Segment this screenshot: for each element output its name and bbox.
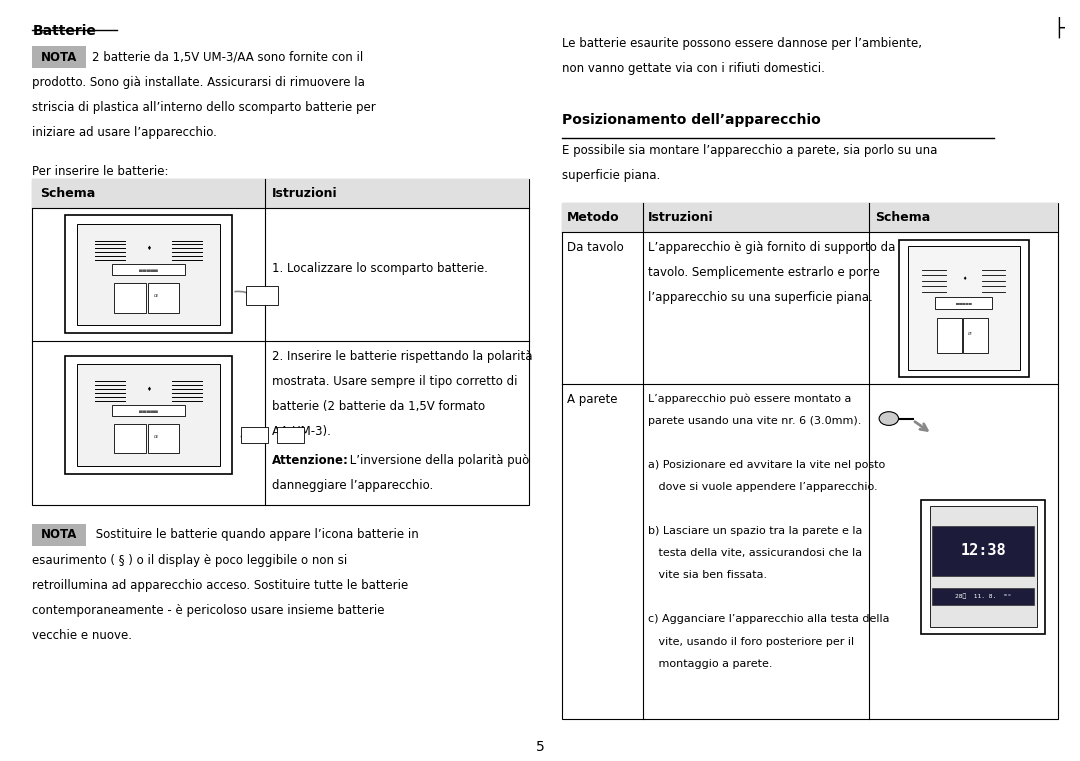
Text: dove si vuole appendere l’apparecchio.: dove si vuole appendere l’apparecchio.: [648, 482, 878, 492]
Text: 5: 5: [536, 740, 544, 754]
Text: c) Agganciare l’apparecchio alla testa della: c) Agganciare l’apparecchio alla testa d…: [648, 614, 890, 625]
Text: Per inserire le batterie:: Per inserire le batterie:: [32, 165, 168, 178]
Text: retroillumina ad apparecchio acceso. Sostituire tutte le batterie: retroillumina ad apparecchio acceso. Sos…: [32, 578, 408, 592]
Text: Le batterie esaurite possono essere dannose per l’ambiente,: Le batterie esaurite possono essere dann…: [562, 37, 921, 49]
Text: Schema: Schema: [875, 211, 930, 224]
Text: Metodo: Metodo: [567, 211, 620, 224]
Bar: [32, 179, 529, 505]
Text: vite, usando il foro posteriore per il: vite, usando il foro posteriore per il: [648, 636, 854, 647]
Bar: [65, 356, 232, 474]
Bar: [77, 224, 220, 325]
Bar: [932, 588, 1035, 605]
Bar: [148, 424, 179, 454]
Text: L’inversione della polarità può: L’inversione della polarità può: [346, 454, 529, 467]
Text: non vanno gettate via con i rifiuti domestici.: non vanno gettate via con i rifiuti dome…: [562, 62, 824, 75]
Bar: [114, 424, 146, 454]
Text: NOTA: NOTA: [41, 50, 78, 64]
Bar: [921, 501, 1045, 634]
Bar: [77, 365, 220, 466]
Text: Sostituire le batterie quando appare l’icona batterie in: Sostituire le batterie quando appare l’i…: [92, 528, 419, 542]
Bar: [241, 427, 268, 443]
Bar: [963, 319, 988, 353]
Text: CE: CE: [968, 332, 973, 336]
Bar: [562, 203, 1058, 232]
Text: 1. Localizzare lo scomparto batterie.: 1. Localizzare lo scomparto batterie.: [272, 262, 488, 275]
Text: b) Lasciare un spazio tra la parete e la: b) Lasciare un spazio tra la parete e la: [648, 526, 862, 536]
Bar: [65, 215, 232, 333]
Text: Attenzione:: Attenzione:: [272, 454, 349, 467]
Text: NOTA: NOTA: [41, 528, 78, 542]
Text: vite sia ben fissata.: vite sia ben fissata.: [648, 570, 767, 580]
Text: contemporaneamente - è pericoloso usare insieme batterie: contemporaneamente - è pericoloso usare …: [32, 603, 384, 617]
Bar: [899, 240, 1029, 377]
Text: batterie (2 batterie da 1,5V formato: batterie (2 batterie da 1,5V formato: [272, 400, 485, 413]
Text: AA UM-3).: AA UM-3).: [272, 425, 332, 438]
Circle shape: [879, 412, 899, 425]
Text: vecchie e nuove.: vecchie e nuove.: [32, 629, 133, 642]
Text: prodotto. Sono già installate. Assicurarsi di rimuovere la: prodotto. Sono già installate. Assicurar…: [32, 75, 365, 89]
Text: Posizionamento dell’apparecchio: Posizionamento dell’apparecchio: [562, 113, 821, 127]
Bar: [246, 286, 279, 305]
Text: ▄▄▄▄▄: ▄▄▄▄▄: [139, 267, 158, 272]
Text: ♦: ♦: [961, 275, 967, 281]
Text: ▄▄▄▄▄: ▄▄▄▄▄: [139, 408, 158, 413]
Text: Istruzioni: Istruzioni: [272, 186, 338, 200]
Text: 2. Inserire le batterie rispettando la polarità: 2. Inserire le batterie rispettando la p…: [272, 350, 532, 363]
Text: Schema: Schema: [40, 186, 95, 200]
Text: danneggiare l’apparecchio.: danneggiare l’apparecchio.: [272, 479, 433, 492]
Bar: [111, 264, 186, 275]
Text: L’apparecchio può essere montato a: L’apparecchio può essere montato a: [648, 393, 851, 404]
Bar: [32, 179, 529, 208]
Text: A parete: A parete: [567, 393, 618, 406]
Bar: [562, 203, 1058, 719]
Text: CE: CE: [154, 435, 160, 439]
Text: l’apparecchio su una superficie piana.: l’apparecchio su una superficie piana.: [648, 291, 873, 304]
Bar: [937, 319, 962, 353]
Text: striscia di plastica all’interno dello scomparto batterie per: striscia di plastica all’interno dello s…: [32, 100, 376, 114]
Text: 2 batterie da 1,5V UM-3/AA sono fornite con il: 2 batterie da 1,5V UM-3/AA sono fornite …: [92, 50, 363, 64]
Bar: [932, 526, 1035, 576]
Text: CE: CE: [154, 295, 160, 298]
Text: Da tavolo: Da tavolo: [567, 241, 624, 254]
Bar: [114, 283, 146, 313]
Bar: [278, 427, 305, 443]
Text: parete usando una vite nr. 6 (3.0mm).: parete usando una vite nr. 6 (3.0mm).: [648, 416, 862, 425]
Text: a) Posizionare ed avvitare la vite nel posto: a) Posizionare ed avvitare la vite nel p…: [648, 460, 886, 470]
Text: E possibile sia montare l’apparecchio a parete, sia porlo su una: E possibile sia montare l’apparecchio a …: [562, 144, 937, 157]
Text: ├: ├: [1053, 17, 1064, 38]
Text: 28ᴅ  11. 8.  ᵐᵒ: 28ᴅ 11. 8. ᵐᵒ: [955, 594, 1012, 599]
Text: superficie piana.: superficie piana.: [562, 169, 660, 182]
Text: tavolo. Semplicemente estrarlo e porre: tavolo. Semplicemente estrarlo e porre: [648, 266, 880, 279]
Text: Batterie: Batterie: [32, 24, 96, 38]
Bar: [908, 246, 1020, 371]
Bar: [32, 46, 86, 68]
Text: Istruzioni: Istruzioni: [648, 211, 714, 224]
Text: 12:38: 12:38: [960, 543, 1007, 559]
Text: ♦: ♦: [146, 246, 151, 251]
Bar: [935, 297, 993, 309]
Bar: [148, 283, 179, 313]
Text: ▄▄▄▄▄: ▄▄▄▄▄: [956, 301, 972, 304]
Text: L’apparecchio è già fornito di supporto da: L’apparecchio è già fornito di supporto …: [648, 241, 895, 254]
Text: mostrata. Usare sempre il tipo corretto di: mostrata. Usare sempre il tipo corretto …: [272, 375, 517, 388]
Bar: [32, 524, 86, 546]
Bar: [111, 405, 186, 416]
Text: montaggio a parete.: montaggio a parete.: [648, 658, 772, 669]
Bar: [930, 507, 1037, 627]
Text: ♦: ♦: [146, 387, 151, 392]
Text: testa della vite, assicurandosi che la: testa della vite, assicurandosi che la: [648, 548, 862, 558]
Text: iniziare ad usare l’apparecchio.: iniziare ad usare l’apparecchio.: [32, 126, 217, 139]
Text: esaurimento ( § ) o il display è poco leggibile o non si: esaurimento ( § ) o il display è poco le…: [32, 553, 348, 567]
